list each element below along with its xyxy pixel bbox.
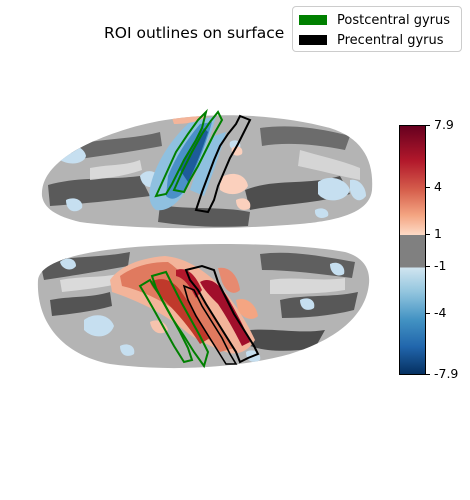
colorbar-tick <box>426 234 430 235</box>
legend-label-precentral: Precentral gyrus <box>337 32 444 48</box>
colorbar-tick <box>426 125 430 126</box>
colorbar-tick <box>426 187 430 188</box>
legend-label-postcentral: Postcentral gyrus <box>337 12 451 28</box>
colorbar-tick-label: 1 <box>434 226 442 241</box>
colorbar-tick-label: -7.9 <box>434 366 459 381</box>
colorbar-tick <box>426 266 430 267</box>
legend-item-postcentral: Postcentral gyrus <box>299 12 450 28</box>
figure-title: ROI outlines on surface <box>104 24 285 42</box>
legend-item-precentral: Precentral gyrus <box>299 32 444 48</box>
colorbar <box>399 125 426 375</box>
colorbar-tick-label: -1 <box>434 258 447 273</box>
legend: Postcentral gyrus Precentral gyrus <box>292 6 462 52</box>
colorbar-tick-label: 7.9 <box>434 117 454 132</box>
bottom-hemisphere <box>37 244 370 369</box>
top-hemisphere <box>41 108 373 229</box>
colorbar-tick-label: 4 <box>434 179 442 194</box>
colorbar-tick-label: -4 <box>434 305 447 320</box>
colorbar-tick <box>426 374 430 375</box>
surface-plot <box>37 108 373 369</box>
colorbar-tick <box>426 313 430 314</box>
black-swatch-icon <box>299 35 327 45</box>
green-swatch-icon <box>299 15 327 25</box>
